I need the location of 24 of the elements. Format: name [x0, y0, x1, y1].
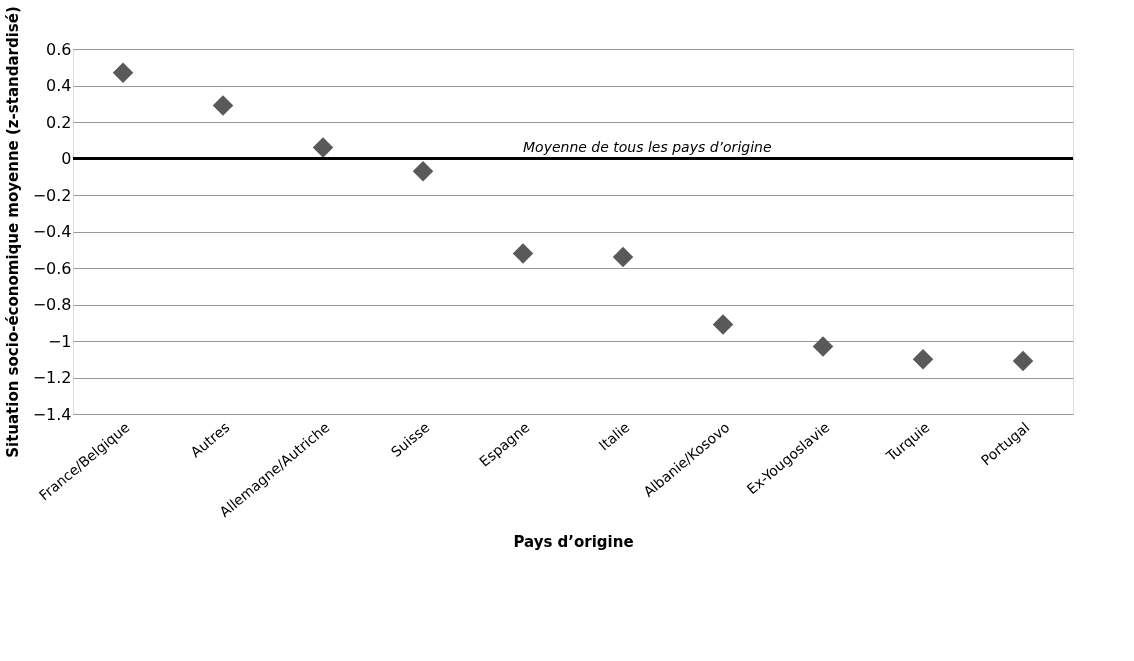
y-tick-label: 0.6 [46, 39, 72, 59]
y-axis-title: Situation socio-économique moyenne (z-standardisé) [3, 6, 22, 458]
y-tick-label: −0.4 [32, 222, 72, 241]
y-tick-label: −1.2 [32, 368, 72, 387]
y-tick-label: 0.4 [46, 76, 72, 95]
x-axis-title: Pays d’origine [513, 532, 634, 551]
point [712, 314, 734, 335]
point [212, 95, 234, 116]
y-tick-label: −1 [47, 331, 72, 351]
point [112, 62, 134, 83]
y-tick-label: 0.2 [46, 112, 72, 132]
point [812, 336, 834, 357]
y-tick-label: −0.8 [32, 295, 72, 314]
point [912, 349, 934, 370]
y-tick-label: 0 [61, 149, 72, 168]
y-tick-label: −0.2 [32, 185, 72, 205]
y-tick-label: −1.4 [32, 404, 72, 424]
point [1012, 350, 1034, 372]
y-tick-label: −0.6 [32, 258, 72, 278]
point [512, 243, 534, 264]
point [412, 161, 434, 182]
point [612, 246, 634, 268]
ref-line-label: Moyenne de tous les pays d’origine [523, 138, 772, 155]
point [312, 137, 334, 158]
